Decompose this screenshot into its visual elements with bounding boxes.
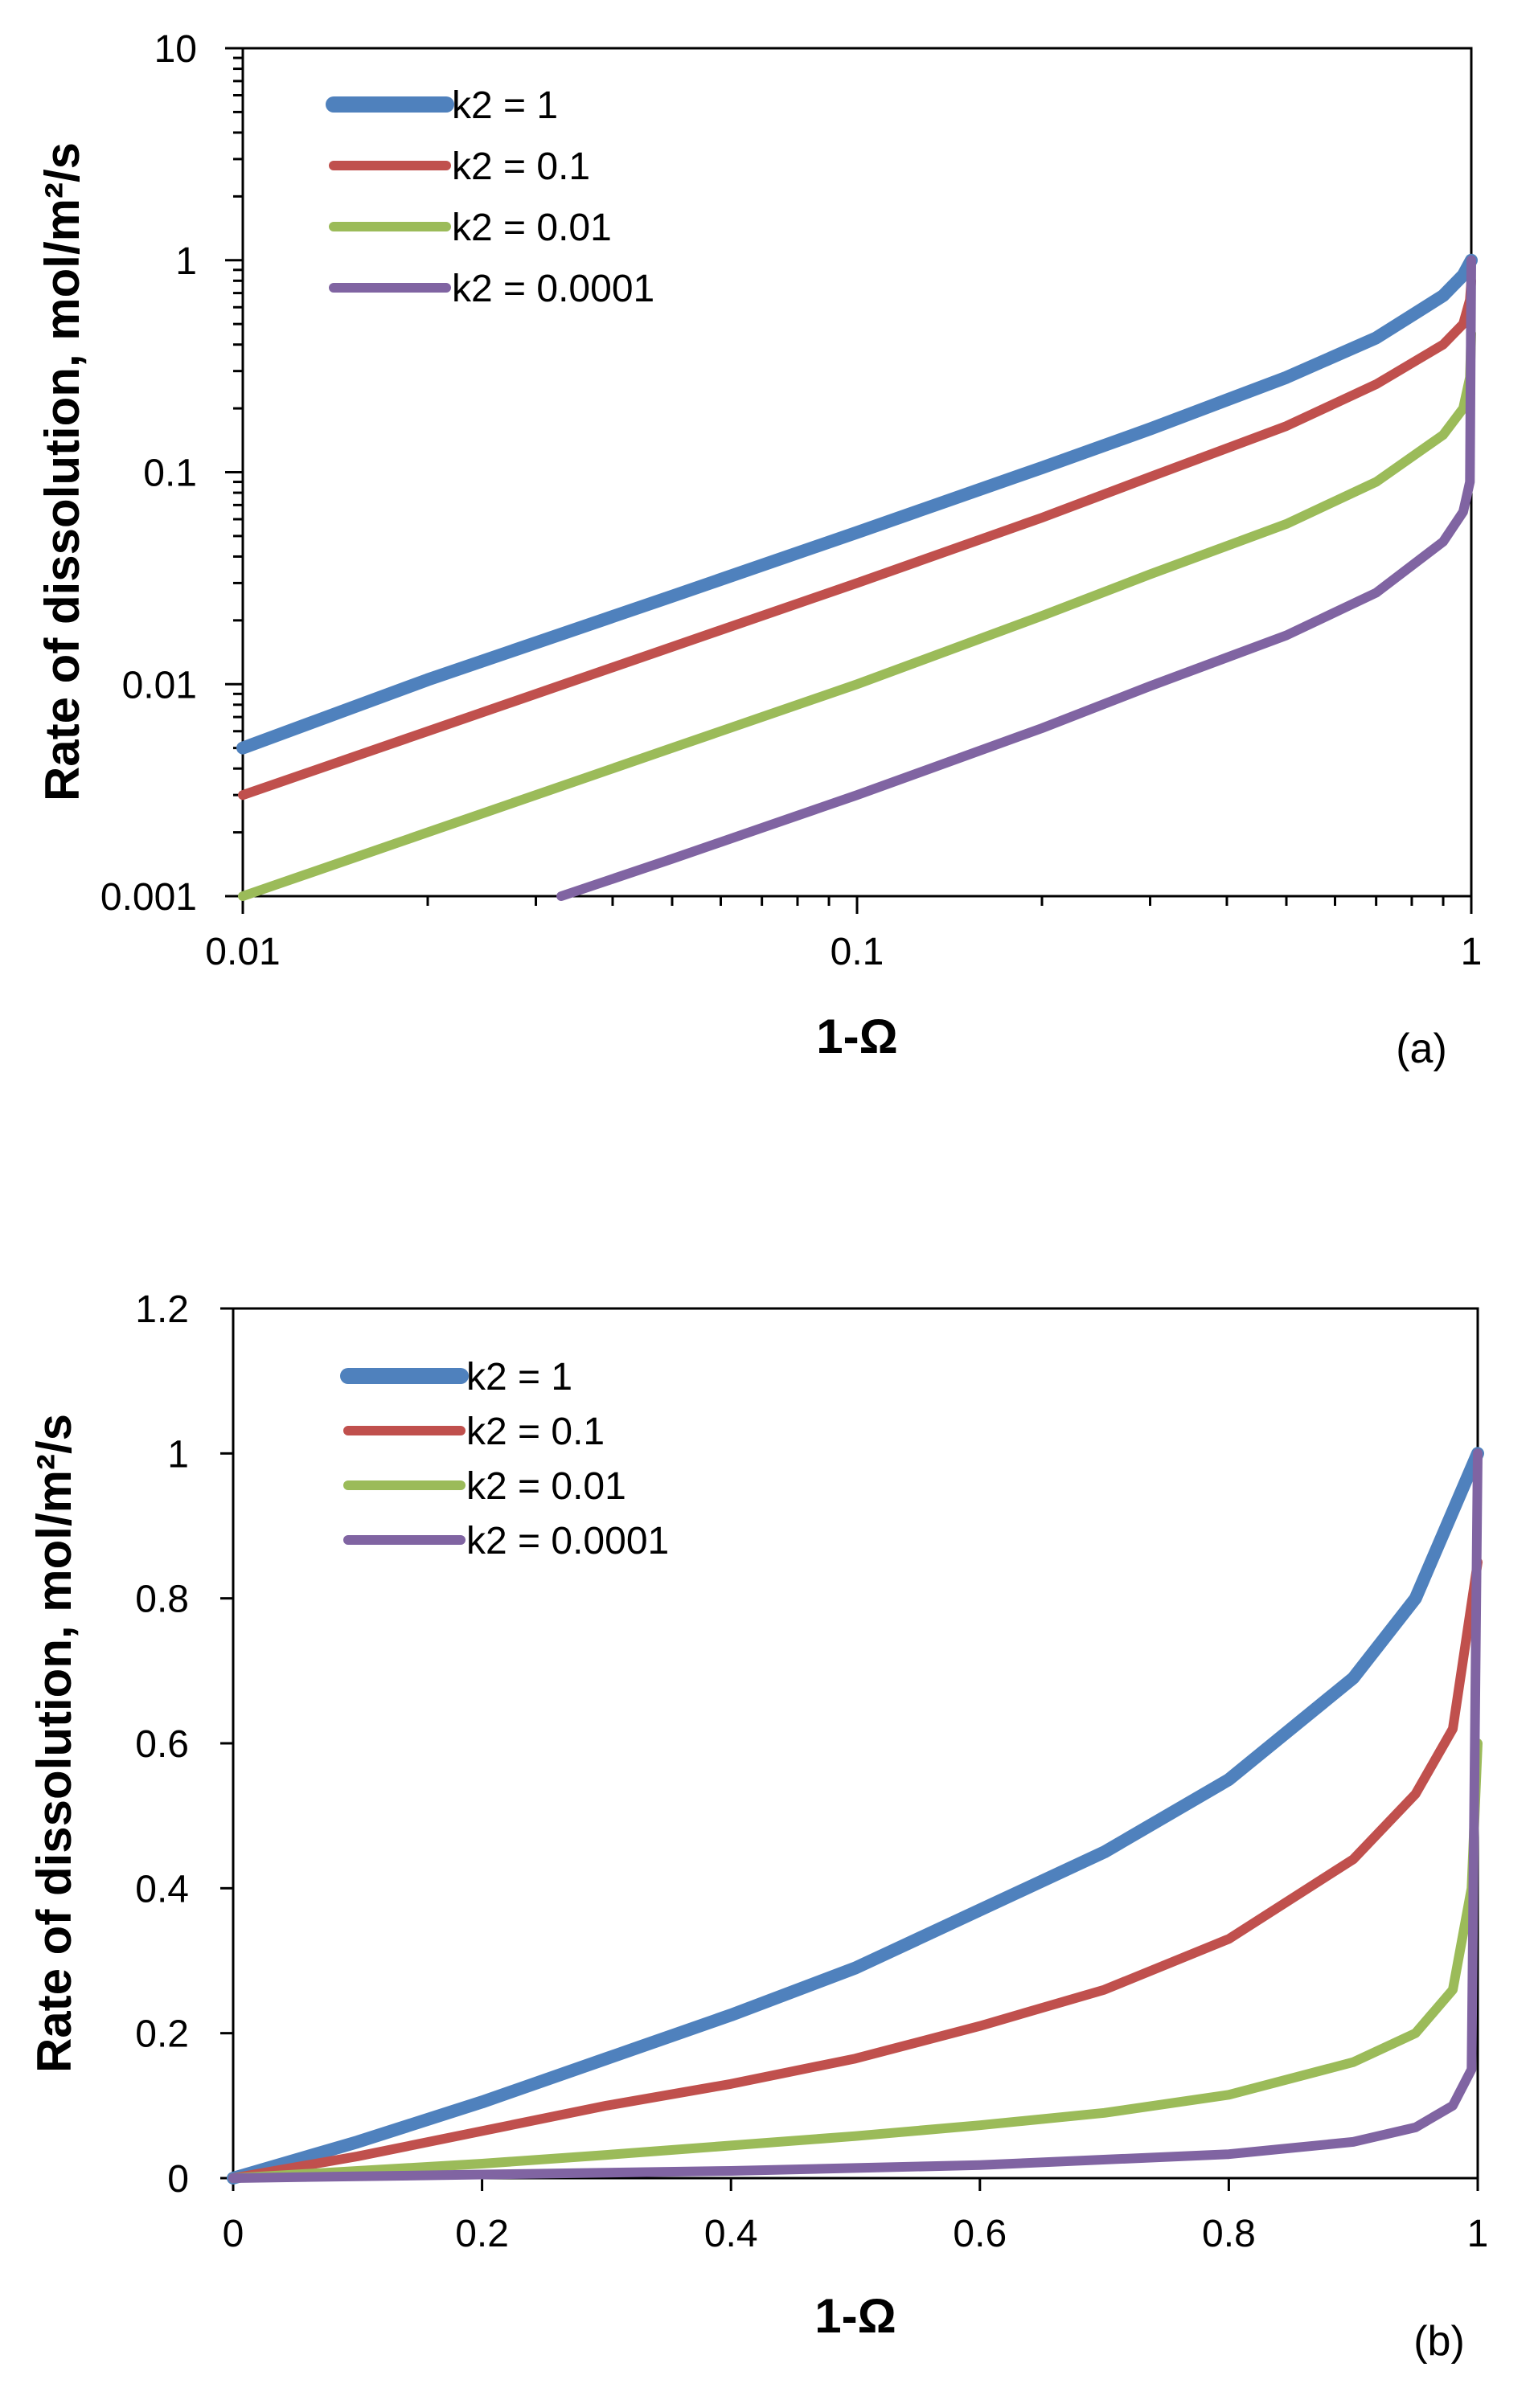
series-line-k2-0-01 [238,329,1476,901]
x-tick-labels-a: 0.01 0.1 1 [205,931,1482,973]
y-tick-label: 1.2 [135,1288,189,1331]
legend-label: k2 = 0.01 [466,1465,626,1508]
legend-label: k2 = 0.0001 [466,1520,669,1562]
series-line-k2-1 [227,1447,1484,2185]
panel-label-b: (b) [1413,2318,1465,2365]
legend-label: k2 = 0.01 [452,207,612,249]
legend-label: k2 = 0.1 [466,1411,605,1453]
legend-label: k2 = 0.0001 [452,268,654,310]
y-tick-label: 0.8 [135,1579,189,1621]
legend-label: k2 = 1 [466,1356,572,1399]
y-tick-label: 0.2 [135,2013,189,2056]
x-tick-labels-b: 0 0.2 0.4 0.6 0.8 1 [223,2213,1489,2255]
x-tick-label: 0.2 [455,2213,509,2255]
legend-b: k2 = 1 k2 = 0.1 k2 = 0.01 k2 = 0.0001 [340,1356,669,1562]
y-tick-label: 0.4 [135,1868,189,1910]
series-line-k2-0-01 [228,1738,1483,2183]
x-tick-label: 0.01 [205,931,280,973]
legend-a: k2 = 1 k2 = 0.1 k2 = 0.01 k2 = 0.0001 [326,84,654,310]
x-tick-label: 0.8 [1202,2213,1256,2255]
y-tick-label: 0.01 [122,664,197,706]
x-tick-label: 1 [1467,2213,1489,2255]
series-line-k2-0-1 [238,276,1476,801]
x-axis-title-b: 1-Ω [814,2289,896,2343]
x-tick-label: 1 [1461,931,1483,973]
y-tick-label: 0.1 [143,453,197,495]
y-tick-labels-a: 0.001 0.01 0.1 1 10 [100,28,197,919]
y-tick-label: 0 [167,2158,189,2201]
plot-frame-a [241,47,1473,898]
y-tick-labels-b: 0 0.2 0.4 0.6 0.8 1 1.2 [135,1288,189,2201]
y-tick-label: 1 [167,1433,189,1476]
y-tick-label: 1 [175,240,197,283]
series-line-k2-0-1 [228,1557,1483,2183]
x-tick-label: 0 [223,2213,244,2255]
series-line-k2-0-0001 [228,1448,1483,2183]
chart-panel-b: 0 0.2 0.4 0.6 0.8 1 00.20.40.60.811.2 k2 = 1k… [27,1288,1488,2365]
tick-marks-b [220,1307,1479,2191]
x-axis-title-a: 1-Ω [816,1009,897,1063]
series-lines-b [227,1447,1484,2185]
series-lines-a [236,253,1478,901]
y-tick-label: 10 [154,28,197,71]
y-axis-title-b: Rate of dissolution, mol/m²/s [27,1414,81,2073]
x-tick-label: 0.6 [953,2213,1007,2255]
x-tick-label: 0.4 [704,2213,758,2255]
panel-label-a: (a) [1396,1026,1447,1072]
x-tick-label: 0.1 [831,931,884,973]
legend-label: k2 = 0.1 [452,145,590,188]
plot-frame-b [232,1307,1479,2180]
series-line-k2-1 [236,253,1478,755]
series-line-k2-0-0001 [556,255,1476,901]
y-tick-label: 0.001 [100,876,197,919]
y-axis-title-a: Rate of dissolution, mol/m²/s [35,142,89,801]
tick-marks-a [225,47,1473,914]
legend-label: k2 = 1 [452,84,558,127]
y-tick-label: 0.6 [135,1723,189,1766]
